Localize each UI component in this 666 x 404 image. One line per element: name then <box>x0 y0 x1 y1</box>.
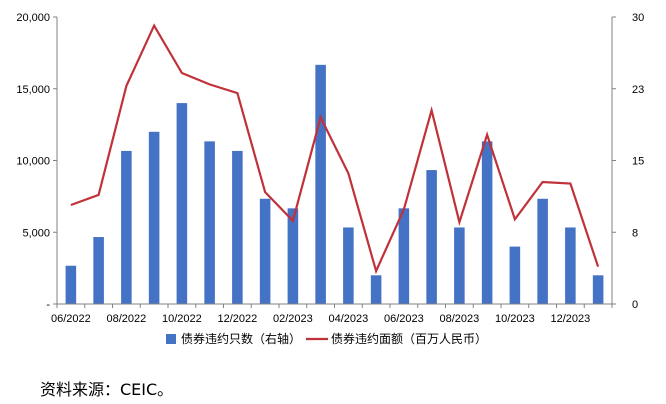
x-tick-label: 08/2022 <box>106 313 146 325</box>
axes <box>56 17 613 305</box>
y-axis-left-ticks: - 5,000 10,000 15,000 20,000 <box>16 12 57 311</box>
x-tick-label: 02/2023 <box>273 313 313 325</box>
bar-01/2024 <box>592 275 604 304</box>
bar-04/2023 <box>343 227 354 304</box>
bar-01/2023 <box>259 198 271 304</box>
bar-10/2023 <box>509 246 521 304</box>
legend: 债券违约只数（右轴） 债券违约面额（百万人民币） <box>166 331 487 346</box>
bar-08/2022 <box>121 150 132 304</box>
y-left-tick-label: 10,000 <box>16 156 50 168</box>
legend-swatch-bars <box>166 334 176 344</box>
y-right-tick-label: 8 <box>632 227 638 239</box>
x-tick-label: 10/2022 <box>162 313 202 325</box>
bar-12/2023 <box>565 227 576 304</box>
y-left-tick-label: 15,000 <box>16 84 50 96</box>
legend-label-line: 债券违约面额（百万人民币） <box>331 331 487 346</box>
y-right-tick-label: 23 <box>632 84 644 96</box>
x-tick-label: 12/2023 <box>550 313 590 325</box>
bar-12/2022 <box>232 150 243 304</box>
x-tick-label: 08/2023 <box>439 313 479 325</box>
line-default-amount <box>70 23 600 275</box>
y-right-tick-label: 0 <box>632 299 638 311</box>
line-series <box>70 23 600 275</box>
bar-08/2023 <box>454 227 465 304</box>
y-left-tick-label: - <box>46 299 50 311</box>
y-right-tick-label: 30 <box>632 12 644 24</box>
x-tick-label: 06/2022 <box>51 313 91 325</box>
bar-02/2023 <box>287 208 299 304</box>
legend-label-bars: 债券违约只数（右轴） <box>181 331 301 346</box>
y-axis-right-ticks: 0 8 15 23 30 <box>612 12 644 311</box>
bar-06/2022 <box>65 265 77 304</box>
bar-09/2022 <box>148 131 160 304</box>
y-right-tick-label: 15 <box>632 156 644 168</box>
x-tick-label: 10/2023 <box>495 313 535 325</box>
x-tick-label: 04/2023 <box>328 313 368 325</box>
bar-10/2022 <box>176 103 188 304</box>
source-note: 资料来源：CEIC。 <box>40 380 174 399</box>
bar-07/2023 <box>426 170 437 304</box>
bar-11/2022 <box>204 141 215 304</box>
bar-06/2023 <box>398 208 410 304</box>
y-left-tick-label: 5,000 <box>22 227 50 239</box>
y-left-tick-label: 20,000 <box>16 12 50 24</box>
x-axis-ticks: 06/2022 08/2022 10/2022 12/2022 02/2023 04/20… <box>51 304 613 325</box>
bar-03/2023 <box>315 64 326 304</box>
bar-series <box>65 64 604 304</box>
x-tick-label: 12/2022 <box>217 313 257 325</box>
bar-11/2023 <box>537 198 548 304</box>
x-tick-label: 06/2023 <box>384 313 424 325</box>
bar-05/2023 <box>370 275 382 304</box>
bar-07/2022 <box>93 237 104 304</box>
chart: - 5,000 10,000 15,000 20,000 0 8 15 23 30 06/202… <box>16 12 644 346</box>
bar-09/2023 <box>481 141 493 304</box>
